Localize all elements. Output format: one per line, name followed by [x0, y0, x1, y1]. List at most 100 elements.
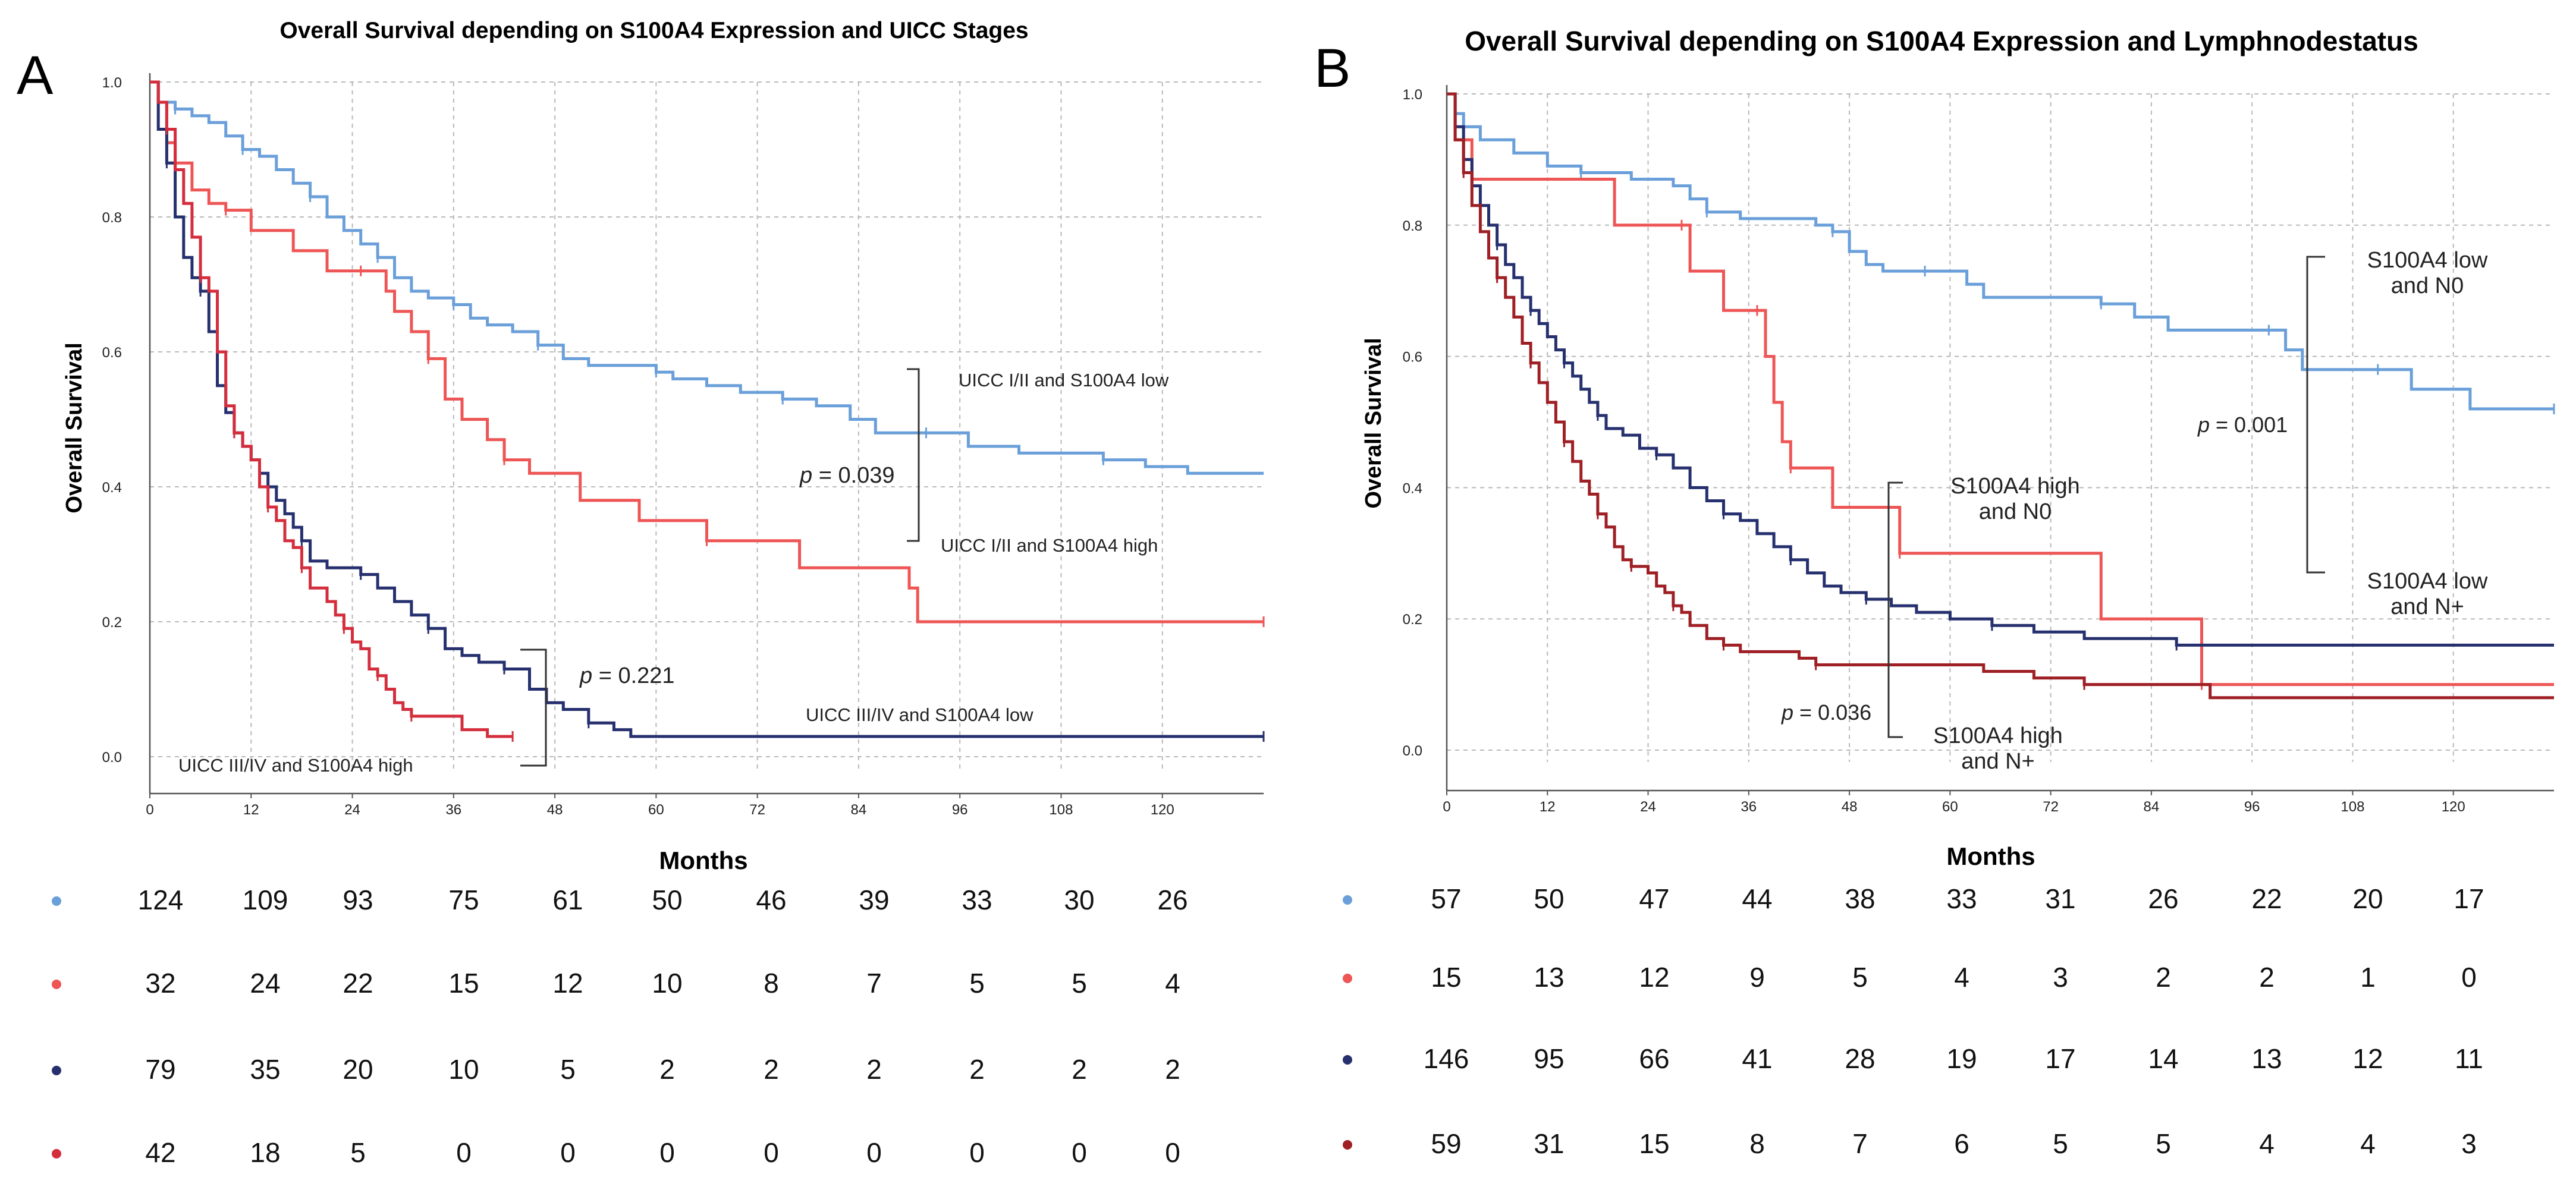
panel-b-risk-cell-1-8: 2 [2259, 962, 2275, 993]
panel-a-risk-cell-2-7: 2 [866, 1054, 882, 1085]
panel-a-risk-cell-2-5: 2 [659, 1054, 675, 1085]
panel-b-risk-cell-1-1: 13 [1534, 962, 1564, 993]
panel-a: A Overall Survival depending on S100A4 E… [17, 18, 1265, 1168]
panel-b-pvalue-high: p = 0.036 [1781, 700, 1871, 725]
panel-b-pvalue-low-value: = 0.001 [2210, 413, 2288, 437]
panel-a-risk-cell-3-0: 42 [145, 1137, 175, 1168]
panel-a-risk-row-1-color-dot [52, 980, 61, 989]
panel-a-risk-cell-1-8: 5 [969, 968, 985, 999]
panel-b-xtick-label-6: 72 [2043, 799, 2059, 815]
panel-b-bracket-high [1887, 481, 1903, 738]
panel-a-pvalue-uicc34-value: = 0.221 [592, 663, 674, 688]
panel-b-risk-cell-2-1: 95 [1534, 1043, 1564, 1074]
panel-a-ytick-label-4: 0.8 [102, 210, 122, 226]
panel-a-xtick-label-9: 108 [1049, 802, 1073, 818]
panel-b-risk-cell-3-8: 4 [2259, 1128, 2275, 1159]
panel-b-risk-cell-1-0: 15 [1431, 962, 1461, 993]
panel-a-risk-cell-2-0: 79 [145, 1054, 175, 1085]
panel-b-risk-cell-3-3: 8 [1749, 1128, 1765, 1159]
panel-b-pvalue-low: p = 0.001 [2197, 413, 2288, 437]
panel-b-curve-2 [1447, 92, 2554, 647]
panel-a-label-uicc12-high: UICC I/II and S100A4 high [941, 535, 1158, 556]
panel-b-risk-cell-1-5: 4 [1954, 962, 1969, 993]
panel-a-risk-cell-3-1: 18 [250, 1137, 280, 1168]
panel-b-risk-cell-3-1: 31 [1534, 1128, 1564, 1159]
panel-a-risk-cell-0-0: 124 [138, 884, 184, 915]
panel-a-ytick-label-3: 0.6 [102, 345, 122, 361]
panel-a-risk-cell-0-3: 75 [448, 884, 479, 915]
panel-b-label-high-nplus-line1: S100A4 high [1933, 723, 2063, 748]
panel-a-risk-cell-3-5: 0 [659, 1137, 675, 1168]
panel-a-risk-cell-0-9: 30 [1064, 884, 1094, 915]
panel-b-risk-cell-1-3: 9 [1749, 962, 1765, 993]
panel-b-risk-cell-0-0: 57 [1431, 883, 1461, 914]
panel-b-label-high-n0-line1: S100A4 high [1950, 474, 2080, 499]
panel-a-risk-cell-0-2: 93 [343, 884, 373, 915]
panel-b-label-low-n0-line2: and N0 [2391, 273, 2464, 298]
panel-a-risk-cell-2-3: 10 [448, 1054, 479, 1085]
panel-b-risk-cell-2-7: 14 [2148, 1043, 2178, 1074]
panel-b-label-high-n0-line2: and N0 [1979, 499, 2052, 524]
panel-a-pvalue-uicc12-p: p [799, 463, 812, 488]
panel-b-x-axis-label: Months [1946, 842, 2035, 870]
panel-b-risk-cell-2-9: 12 [2352, 1043, 2383, 1074]
panel-b-label-high-nplus-line2: and N+ [1961, 749, 2035, 774]
panel-a-xtick-label-8: 96 [952, 802, 968, 818]
panel-b-risk-row-2-color-dot [1343, 1055, 1352, 1065]
panel-a-risk-cell-2-1: 35 [250, 1054, 280, 1085]
panel-b-risk-cell-0-9: 20 [2352, 883, 2383, 914]
panel-b-risk-cell-1-4: 5 [1852, 962, 1868, 993]
panel-b-risk-cell-3-4: 7 [1852, 1128, 1868, 1159]
panel-a-risk-cell-0-10: 26 [1157, 884, 1188, 915]
panel-b-risk-cell-2-6: 17 [2045, 1043, 2075, 1074]
panel-a-risk-cell-1-1: 24 [250, 968, 280, 999]
panel-a-risk-cell-1-7: 7 [866, 968, 882, 999]
panel-a-curve-3 [150, 80, 513, 738]
panel-a-risk-cell-1-9: 5 [1072, 968, 1087, 999]
panel-a-risk-cell-0-8: 33 [962, 884, 992, 915]
panel-b-risk-cell-2-10: 11 [2455, 1043, 2483, 1074]
panel-a-x-axis-label: Months [659, 846, 747, 874]
panel-a-risk-cell-0-6: 46 [756, 884, 786, 915]
panel-b-label-low-n0-line1: S100A4 low [2367, 248, 2488, 273]
panel-a-risk-cell-3-8: 0 [969, 1137, 985, 1168]
panel-a-ytick-label-5: 1.0 [102, 75, 122, 91]
panel-a-risk-cell-3-3: 0 [456, 1137, 472, 1168]
panel-a-risk-row-0-color-dot [52, 896, 61, 906]
panel-b-risk-cell-1-2: 12 [1639, 962, 1669, 993]
panel-a-risk-cell-1-0: 32 [145, 968, 175, 999]
panel-b-xtick-label-10: 120 [2442, 799, 2465, 815]
panel-a-label-uicc34-high: UICC III/IV and S100A4 high [178, 755, 413, 776]
panel-a-risk-cell-1-10: 4 [1165, 968, 1180, 999]
panel-b-y-axis-label: Overall Survival [1361, 338, 1386, 508]
panel-b-risk-cell-1-7: 2 [2156, 962, 2171, 993]
panel-a-risk-cell-3-10: 0 [1165, 1137, 1180, 1168]
panel-b-risk-cell-3-10: 3 [2461, 1128, 2477, 1159]
panel-a-xtick-label-1: 12 [243, 802, 259, 818]
panel-b-risk-cell-3-2: 15 [1639, 1128, 1669, 1159]
panel-a-risk-cell-0-1: 109 [243, 884, 288, 915]
panel-b-xtick-label-1: 12 [1540, 799, 1556, 815]
panel-b-title: Overall Survival depending on S100A4 Exp… [1465, 26, 2418, 56]
panel-a-risk-cell-1-5: 10 [652, 968, 682, 999]
panel-b-xtick-label-9: 108 [2341, 799, 2364, 815]
panel-a-curve-1 [150, 80, 1264, 624]
panel-a-xtick-label-6: 72 [749, 802, 765, 818]
panel-a-risk-cell-0-4: 61 [552, 884, 583, 915]
panel-a-risk-cell-1-3: 15 [448, 968, 479, 999]
panel-a-risk-cell-1-2: 22 [343, 968, 373, 999]
panel-a-ytick-label-0: 0.0 [102, 750, 122, 766]
panel-b-risk-cell-1-9: 1 [2360, 962, 2376, 993]
panel-a-ytick-label-2: 0.4 [102, 480, 122, 496]
panel-b-risk-cell-2-0: 146 [1424, 1043, 1469, 1074]
panel-a-xtick-label-2: 24 [344, 802, 360, 818]
panel-a-risk-cell-0-7: 39 [859, 884, 889, 915]
panel-a-risk-cell-2-2: 20 [343, 1054, 373, 1085]
panel-b-risk-cell-2-5: 19 [1946, 1043, 1977, 1074]
panel-a-label: A [17, 45, 54, 106]
panel-b-risk-cell-3-5: 6 [1954, 1128, 1969, 1159]
panel-a-grid [150, 81, 1264, 769]
panel-b-xtick-label-7: 84 [2144, 799, 2160, 815]
